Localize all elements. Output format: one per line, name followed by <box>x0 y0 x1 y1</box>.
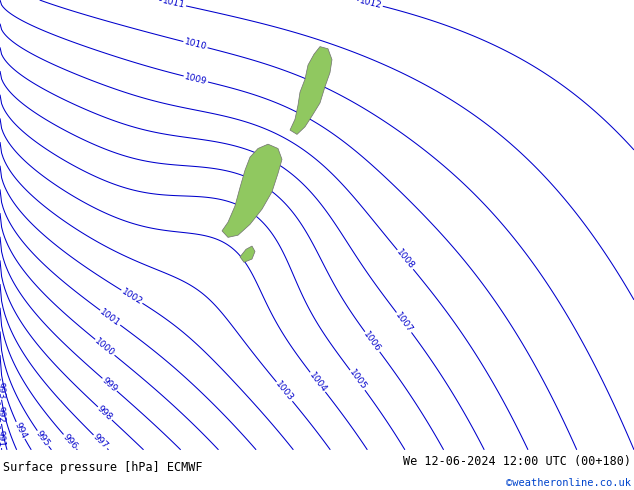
Text: 996: 996 <box>61 432 79 451</box>
Text: We 12-06-2024 12:00 UTC (00+180): We 12-06-2024 12:00 UTC (00+180) <box>403 455 631 467</box>
Text: 993: 993 <box>0 381 6 399</box>
Text: 1000: 1000 <box>93 337 117 358</box>
Text: 994: 994 <box>13 421 29 440</box>
Text: Surface pressure [hPa] ECMWF: Surface pressure [hPa] ECMWF <box>3 462 203 474</box>
Text: 997: 997 <box>91 433 110 451</box>
Text: 998: 998 <box>96 404 114 422</box>
Text: 1009: 1009 <box>184 72 208 86</box>
Text: 1012: 1012 <box>359 0 383 10</box>
Text: 1006: 1006 <box>362 330 383 354</box>
Polygon shape <box>222 144 282 237</box>
Text: 995: 995 <box>34 429 51 448</box>
Text: 992: 992 <box>0 406 6 423</box>
Text: 1005: 1005 <box>347 368 368 392</box>
Text: ©weatheronline.co.uk: ©weatheronline.co.uk <box>506 478 631 488</box>
Text: 1008: 1008 <box>394 248 416 271</box>
Text: 1003: 1003 <box>274 380 295 403</box>
Polygon shape <box>240 246 255 262</box>
Text: 1001: 1001 <box>98 307 122 328</box>
Text: 1011: 1011 <box>162 0 186 10</box>
Text: 1007: 1007 <box>394 311 415 334</box>
Text: 999: 999 <box>100 376 119 394</box>
Text: 1004: 1004 <box>307 370 328 394</box>
Text: 1002: 1002 <box>120 287 144 307</box>
Polygon shape <box>290 47 332 134</box>
Text: 991: 991 <box>0 430 6 447</box>
Text: 1010: 1010 <box>183 37 208 52</box>
